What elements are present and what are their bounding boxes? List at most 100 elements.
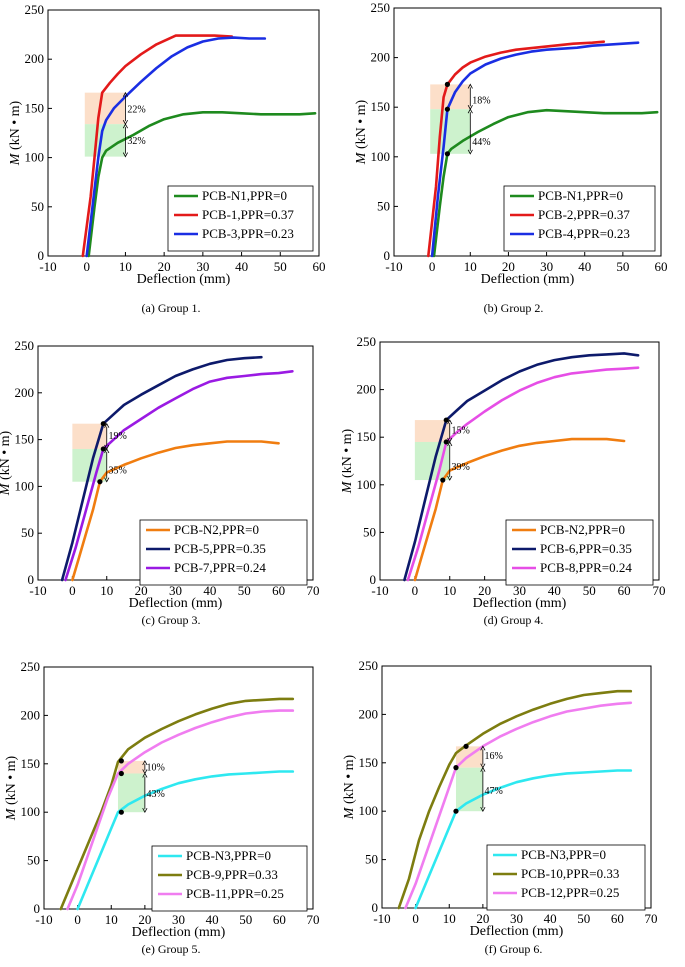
y-tick-label: 50 <box>21 525 34 540</box>
series-line-2 <box>427 40 606 258</box>
chart-svg: -10 0 10 20 30 40 50 60 70050100150200250Deflect… <box>4 659 320 956</box>
x-tick-label: 50 <box>583 583 596 598</box>
y-axis-title: M (kN • m) <box>4 755 19 821</box>
legend-label: PCB-11,PPR=0.25 <box>186 886 284 901</box>
yield-point-marker <box>440 477 446 483</box>
x-tick-label: 50 <box>616 259 629 274</box>
x-tick-label: 10 <box>464 259 477 274</box>
series-line-3 <box>85 36 267 258</box>
figure-caption: (b) Group 2. <box>484 301 544 315</box>
yield-point-marker <box>118 770 124 777</box>
y-tick-label: 200 <box>359 706 379 721</box>
y-tick-label: 200 <box>25 51 45 66</box>
x-axis-title: Deflection (mm) <box>132 925 226 940</box>
percentage-label: 43% <box>147 789 165 800</box>
x-axis-title: Deflection (mm) <box>473 596 567 611</box>
arrow-head <box>447 441 453 447</box>
percentage-label: 16% <box>485 751 503 762</box>
series-line-2 <box>403 352 640 582</box>
chart-svg: -10 0 10 20 30 40 50 60 70050100150200250Deflect… <box>340 334 666 627</box>
y-tick-label: 150 <box>15 432 35 447</box>
x-tick-label: 40 <box>578 259 591 274</box>
percentage-label: 18% <box>472 95 490 106</box>
yield-point-marker <box>444 151 450 157</box>
legend: PCB-N3,PPR=0 PCB-10,PPR=0.33 PCB-12,PPR=0.… <box>486 844 646 911</box>
x-tick-label: 30 <box>540 259 553 274</box>
percentage-label: 19% <box>108 431 126 442</box>
y-axis-title: M (kN • m) <box>342 428 355 494</box>
chart-panel-4: -10 0 10 20 30 40 50 60 70 0 50 100 150 200 250 Deflect… <box>340 320 685 640</box>
arrow-head <box>122 123 128 129</box>
y-tick-label: 250 <box>15 338 35 353</box>
y-tick-label: 100 <box>359 803 379 818</box>
x-tick-label: 50 <box>274 259 287 274</box>
x-tick-label: 60 <box>272 583 285 598</box>
x-tick-label: 20 <box>476 911 489 926</box>
y-tick-label: 150 <box>371 99 391 114</box>
x-tick-label: -10 <box>371 583 388 598</box>
y-axis-title-unit: (kN • m) <box>0 430 13 483</box>
legend-label: PCB-10,PPR=0.33 <box>521 866 619 881</box>
series-line-3 <box>404 701 633 910</box>
x-tick-label: 20 <box>502 259 515 274</box>
chart-svg: -10 0 10 20 30 40 50 60050100150200250Deflectio… <box>354 0 668 315</box>
y-tick-label: 50 <box>31 199 44 214</box>
x-tick-label: 0 <box>429 259 436 274</box>
y-tick-label: 200 <box>357 382 377 397</box>
y-axis-title: M (kN • m) <box>342 754 357 820</box>
x-tick-label: 10 <box>119 259 132 274</box>
x-tick-label: 0 <box>83 259 90 274</box>
x-tick-label: 0 <box>412 583 419 598</box>
legend: PCB-N1,PPR=0 PCB-1,PPR=0.37 PCB-3,PPR=0.23 <box>167 185 314 252</box>
legend-label: PCB-4,PPR=0.23 <box>538 226 630 241</box>
arrow-head <box>467 149 473 155</box>
arrow-head <box>447 475 453 481</box>
x-tick-label: 30 <box>196 259 209 274</box>
legend: PCB-N2,PPR=0 PCB-6,PPR=0.35 PCB-8,PPR=0.24 <box>505 519 654 586</box>
y-tick-label: 250 <box>371 0 391 15</box>
y-tick-label: 250 <box>25 2 45 17</box>
x-tick-label: 60 <box>313 259 326 274</box>
chart-panel-3: -10 0 10 20 30 40 50 60 70 0 50 100 150 200 250 Deflect… <box>0 320 342 640</box>
legend-label: PCB-8,PPR=0.24 <box>540 560 632 575</box>
y-axis-title-symbol: M <box>0 482 13 496</box>
yield-point-marker <box>118 809 124 815</box>
x-tick-label: 20 <box>158 259 171 274</box>
chart-panel-6: -10 0 10 20 30 40 50 60 70 0 50 100 150 200 250 Deflect… <box>342 640 685 962</box>
x-tick-label: 0 <box>69 583 76 598</box>
x-tick-label: 30 <box>513 583 526 598</box>
legend-label: PCB-N1,PPR=0 <box>538 188 623 203</box>
series-line-1 <box>432 108 659 258</box>
figure-caption: (a) Group 1. <box>142 301 201 315</box>
y-axis-title-symbol: M <box>342 480 355 494</box>
y-tick-label: 0 <box>384 248 391 263</box>
y-tick-label: 50 <box>363 524 376 539</box>
chart-panel-1: -10 0 10 20 30 40 50 60 0 50 100 150 200 250 Deflectio… <box>0 0 342 320</box>
x-tick-label: 60 <box>611 911 624 926</box>
x-tick-label: 70 <box>645 911 658 926</box>
arrow-head <box>142 772 148 778</box>
y-tick-label: 150 <box>21 756 41 771</box>
y-tick-label: 250 <box>359 658 379 673</box>
y-tick-label: 50 <box>27 853 40 868</box>
y-tick-label: 0 <box>34 901 41 916</box>
x-tick-label: 60 <box>273 912 286 927</box>
series-line-3 <box>430 41 640 258</box>
x-tick-label: 40 <box>548 583 561 598</box>
x-tick-label: 70 <box>307 583 320 598</box>
percentage-label: 15% <box>451 426 469 437</box>
legend-label: PCB-N2,PPR=0 <box>540 522 625 537</box>
x-tick-label: 70 <box>653 583 666 598</box>
plot-frame <box>47 9 320 257</box>
chart-panel-2: -10 0 10 20 30 40 50 60 0 50 100 150 200 250 Deflectio… <box>342 0 685 320</box>
legend-label: PCB-N1,PPR=0 <box>202 188 287 203</box>
arrow-head <box>467 108 473 114</box>
yield-point-marker <box>463 743 469 749</box>
y-tick-label: 100 <box>371 149 391 164</box>
y-axis-title-symbol: M <box>4 807 19 821</box>
x-axis: -10 0 10 20 30 40 50 60 70 <box>373 904 658 926</box>
yield-point-marker <box>444 106 450 112</box>
x-tick-label: 20 <box>135 583 148 598</box>
yield-point-marker <box>100 421 106 427</box>
percentage-label: 32% <box>127 136 145 147</box>
